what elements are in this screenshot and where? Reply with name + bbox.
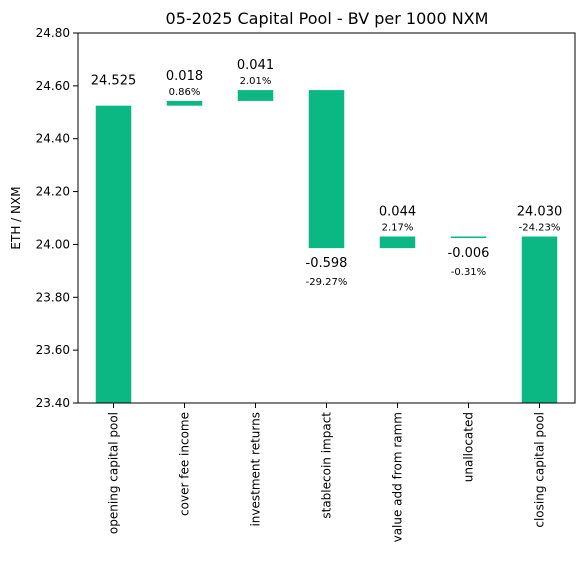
- bar: [95, 105, 132, 403]
- bar-value-label: 0.041: [237, 58, 274, 73]
- bar: [521, 236, 558, 403]
- bar-percent-label: -24.23%: [519, 223, 561, 234]
- y-tick-label: 23.80: [36, 290, 70, 304]
- x-tick-label: opening capital pool: [107, 412, 121, 534]
- bar: [450, 236, 487, 239]
- x-tick-label: cover fee income: [178, 412, 192, 516]
- bar: [308, 90, 345, 249]
- y-tick-label: 24.40: [36, 132, 70, 146]
- x-tick-label: unallocated: [462, 412, 476, 482]
- bar-value-label: 24.525: [91, 74, 137, 89]
- y-tick-label: 23.40: [36, 396, 70, 410]
- x-tick-label: investment returns: [249, 412, 263, 527]
- y-tick-label: 24.00: [36, 237, 70, 251]
- y-tick-label: 24.80: [36, 26, 70, 40]
- bar-value-label: -0.598: [306, 256, 348, 271]
- x-tick-label: value add from ramm: [391, 412, 405, 542]
- bar-value-label: 0.044: [379, 205, 416, 220]
- bar-percent-label: 2.01%: [240, 76, 272, 87]
- bar-percent-label: 2.17%: [382, 223, 414, 234]
- bar: [237, 90, 274, 101]
- bar-value-label: 0.018: [166, 69, 203, 84]
- y-tick-label: 24.20: [36, 185, 70, 199]
- y-axis-label: ETH / NXM: [9, 186, 23, 249]
- bar: [379, 236, 416, 249]
- y-tick-label: 24.60: [36, 79, 70, 93]
- bar-percent-label: -29.27%: [306, 277, 348, 288]
- bar-percent-label: -0.31%: [451, 267, 486, 278]
- chart-title: 05-2025 Capital Pool - BV per 1000 NXM: [166, 9, 489, 28]
- y-tick-label: 23.60: [36, 343, 70, 357]
- bar-value-label: -0.006: [448, 246, 490, 261]
- x-tick-label: stablecoin impact: [320, 412, 334, 519]
- y-axis: 23.40 23.60 23.80 24.00 24.20 24.40 24.60 24.80: [36, 26, 78, 410]
- bar-percent-label: 0.86%: [169, 87, 201, 98]
- data-labels-layer: 24.525 0.018 0.86% 0.041 2.01% -0.598 -29.27% 0…: [91, 58, 563, 288]
- x-tick-label: closing capital pool: [533, 412, 547, 528]
- x-axis: opening capital pool cover fee income inve…: [107, 403, 547, 542]
- bar: [166, 100, 203, 106]
- bars-layer: [95, 90, 558, 403]
- plot-frame: [77, 32, 576, 404]
- bar-value-label: 24.030: [517, 205, 563, 220]
